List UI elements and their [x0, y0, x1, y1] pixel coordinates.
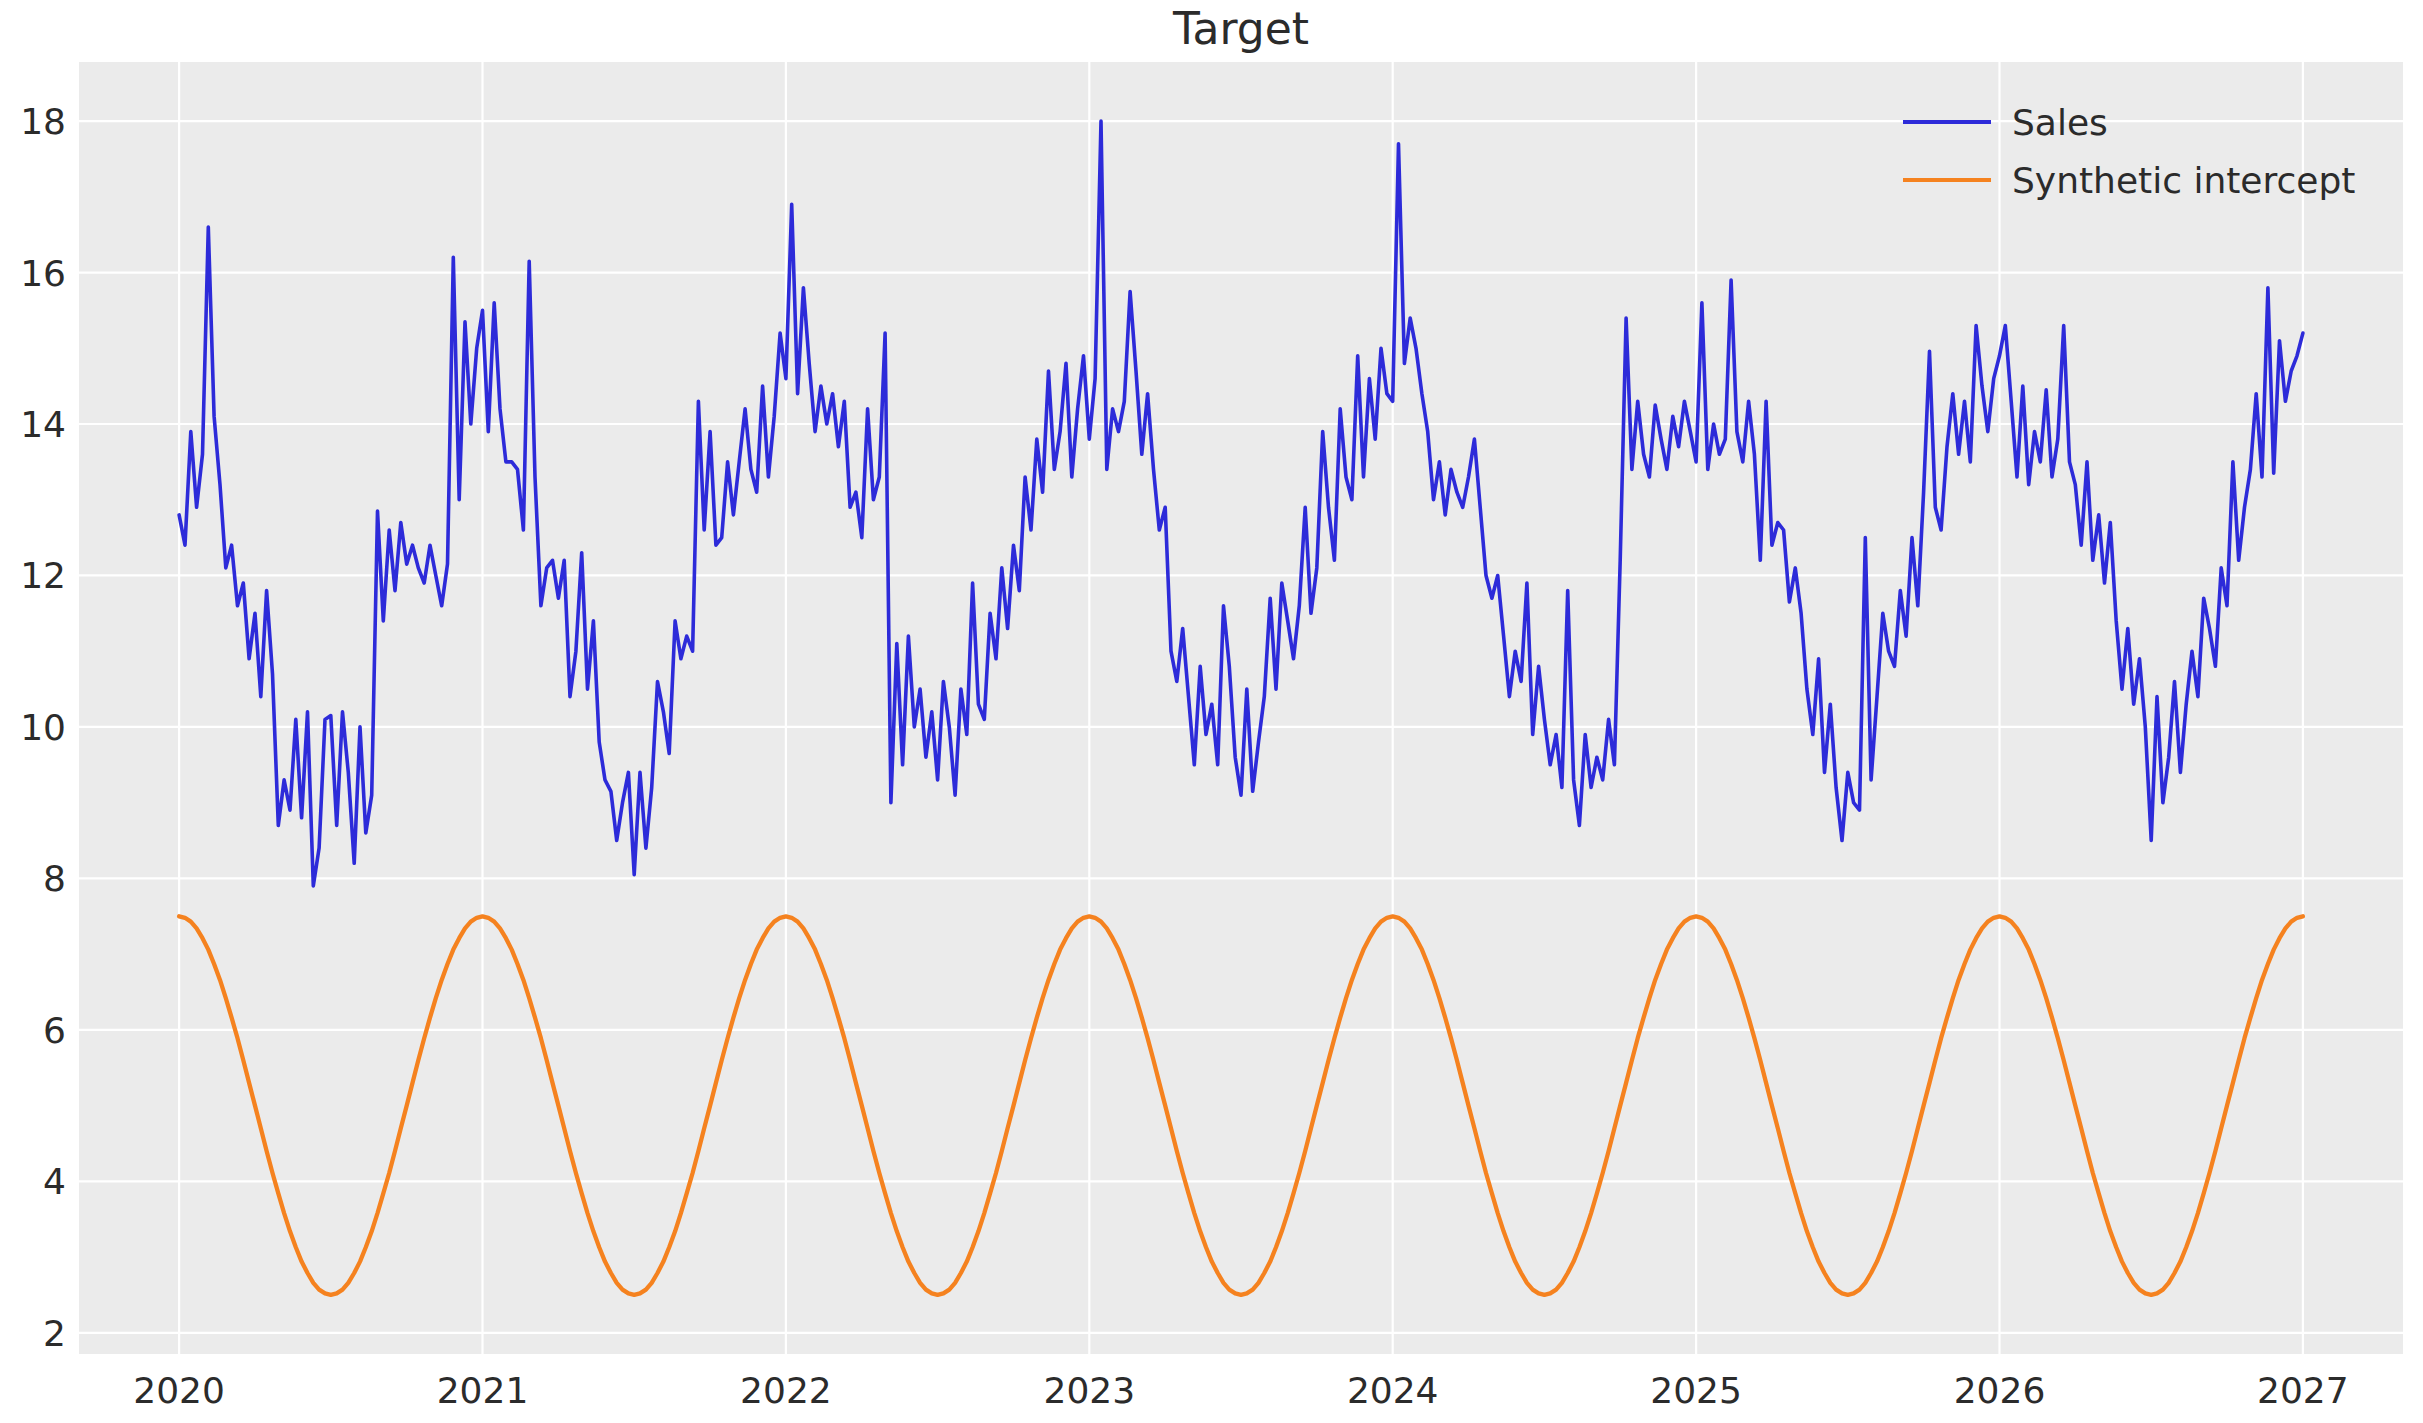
y-tick-label: 10 [20, 707, 66, 748]
y-tick-label: 18 [20, 101, 66, 142]
chart-title: Target [1172, 3, 1309, 54]
y-tick-label: 16 [20, 253, 66, 294]
x-tick-label: 2026 [1954, 1370, 2046, 1411]
chart-canvas: 24681012141618 2020202120222023202420252… [0, 0, 2423, 1423]
x-tick-label: 2025 [1650, 1370, 1742, 1411]
x-tick-label: 2021 [437, 1370, 529, 1411]
y-tick-label: 6 [43, 1010, 66, 1051]
y-axis-tick-labels: 2 4 6 8 10 12 14 16 18 [20, 101, 66, 1354]
y-tick-label: 12 [20, 555, 66, 596]
x-tick-label: 2024 [1347, 1370, 1439, 1411]
legend-label-sales: Sales [2012, 102, 2108, 143]
plot-area [79, 62, 2403, 1354]
figure: 24681012141618 2020202120222023202420252… [0, 0, 2423, 1423]
x-tick-label: 2023 [1043, 1370, 1135, 1411]
x-tick-label: 2027 [2257, 1370, 2349, 1411]
y-tick-label: 14 [20, 404, 66, 445]
x-tick-label: 2020 [133, 1370, 225, 1411]
y-tick-label: 8 [43, 858, 66, 899]
legend-label-synthetic-intercept: Synthetic intercept [2012, 160, 2355, 201]
y-tick-label: 4 [43, 1161, 66, 1202]
x-axis-tick-labels: 2020 2021 2022 2023 2024 2025 2026 2027 [133, 1370, 2348, 1411]
x-tick-label: 2022 [740, 1370, 832, 1411]
y-tick-label: 2 [43, 1313, 66, 1354]
